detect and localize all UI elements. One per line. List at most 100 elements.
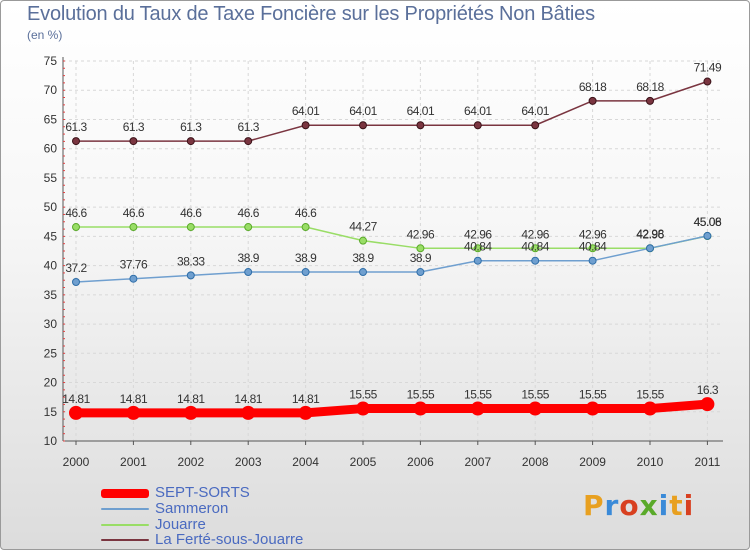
legend-swatch: [101, 539, 149, 541]
data-label: 38.9: [410, 251, 432, 265]
x-tick-label: 2001: [120, 455, 147, 469]
data-label: 15.55: [579, 388, 607, 402]
series-line-2: [75, 226, 709, 250]
series-line-3: [75, 80, 709, 142]
data-point: [531, 256, 540, 265]
data-point: [416, 244, 425, 253]
y-tick-label: 35: [44, 288, 58, 302]
data-label: 64.01: [407, 104, 435, 118]
x-tick-label: 2009: [579, 455, 606, 469]
logo-letter: o: [619, 489, 640, 522]
x-tick-label: 2008: [522, 455, 549, 469]
legend-label: La Ferté-sous-Jouarre: [155, 531, 304, 548]
data-label: 61.3: [238, 120, 260, 134]
data-point: [129, 274, 138, 283]
data-point: [241, 405, 256, 420]
y-tick-label: 55: [44, 171, 58, 185]
data-point: [186, 271, 195, 280]
y-tick-label: 70: [44, 83, 58, 97]
series-line-1: [75, 235, 709, 283]
data-label: 42.96: [579, 227, 607, 241]
data-label: 64.01: [349, 104, 377, 118]
data-label: 37.76: [120, 258, 148, 272]
data-label: 14.81: [292, 392, 320, 406]
data-point: [588, 244, 597, 253]
data-point: [301, 121, 310, 130]
data-label: 61.3: [65, 120, 87, 134]
data-label: 42.96: [636, 227, 664, 241]
data-point: [244, 268, 253, 277]
x-tick-label: 2000: [63, 455, 90, 469]
data-point: [244, 223, 253, 232]
data-label: 45.08: [694, 215, 722, 229]
logo-letter: i: [683, 489, 695, 522]
data-label: 68.18: [579, 80, 607, 94]
y-tick-label: 30: [44, 317, 58, 331]
data-label: 40.84: [521, 240, 549, 254]
data-label: 46.6: [238, 206, 260, 220]
x-tick-label: 2002: [177, 455, 204, 469]
data-label: 42.96: [521, 227, 549, 241]
legend-label: SEPT-SORTS: [155, 484, 250, 501]
data-point: [183, 405, 198, 420]
data-label: 16.3: [697, 383, 719, 397]
data-label: 40.84: [464, 240, 492, 254]
y-tick-label: 75: [44, 54, 58, 68]
y-tick-label: 60: [44, 142, 58, 156]
data-label: 42.98: [636, 227, 664, 241]
data-label: 15.55: [349, 388, 377, 402]
data-label: 38.9: [238, 251, 260, 265]
data-point: [703, 231, 712, 240]
data-label: 45.06: [694, 215, 722, 229]
y-tick-label: 65: [44, 112, 58, 126]
data-point: [413, 401, 428, 416]
data-label: 61.3: [180, 120, 202, 134]
x-tick-label: 2003: [235, 455, 262, 469]
data-label: 64.01: [521, 104, 549, 118]
legend-label: Sammeron: [155, 500, 229, 517]
data-label: 61.3: [123, 120, 145, 134]
proxiti-logo: Proxiti: [583, 489, 694, 522]
data-point: [528, 401, 543, 416]
x-tick-label: 2011: [694, 455, 720, 469]
data-label: 14.81: [177, 392, 205, 406]
data-point: [473, 256, 482, 265]
data-point: [186, 137, 195, 146]
data-label: 64.01: [292, 104, 320, 118]
data-point: [416, 121, 425, 130]
x-tick-label: 2007: [464, 455, 491, 469]
x-tick-label: 2006: [407, 455, 434, 469]
logo-letter: i: [658, 489, 670, 522]
legend-swatch: [101, 524, 149, 526]
data-point: [588, 256, 597, 265]
x-tick-label: 2005: [350, 455, 377, 469]
data-point: [470, 401, 485, 416]
data-point: [643, 401, 657, 416]
data-label: 15.55: [407, 388, 435, 402]
data-point: [700, 397, 715, 412]
data-label: 46.6: [123, 206, 145, 220]
data-point: [588, 96, 597, 105]
data-point: [359, 121, 367, 130]
data-point: [72, 137, 80, 146]
data-point: [244, 137, 253, 146]
data-label: 37.2: [65, 261, 87, 275]
logo-letter: t: [669, 489, 684, 522]
data-label: 14.81: [62, 392, 90, 406]
chart-title: Evolution du Taux de Taxe Foncière sur l…: [27, 3, 595, 25]
data-label: 14.81: [234, 392, 262, 406]
data-point: [531, 121, 540, 130]
data-label: 38.9: [295, 251, 317, 265]
data-point: [72, 223, 80, 232]
logo-letter: r: [604, 489, 620, 522]
data-point: [473, 244, 482, 253]
data-point: [301, 223, 310, 232]
x-tick-label: 2010: [637, 455, 664, 469]
y-tick-label: 45: [44, 229, 58, 243]
data-point: [301, 268, 310, 277]
data-point: [359, 236, 367, 245]
data-label: 38.9: [352, 251, 374, 265]
legend-label: Jouarre: [155, 516, 206, 533]
y-tick-label: 25: [44, 346, 58, 360]
